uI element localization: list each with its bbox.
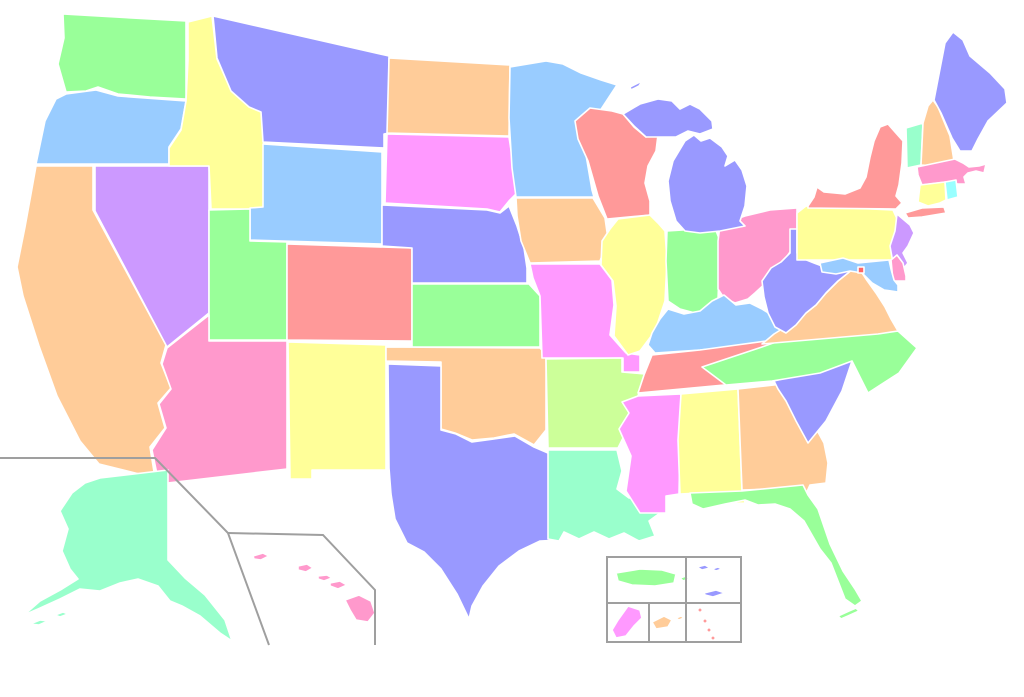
territory-guam [611,605,643,639]
state-south-carolina [773,360,853,444]
state-new-mexico [287,341,387,480]
state-colorado [286,243,413,342]
territory-us-virgin-islands [696,564,726,598]
state-oregon [35,89,187,165]
state-iowa [515,197,609,264]
state-rhode-island [944,179,959,201]
state-louisiana [547,449,661,542]
territory-american-samoa [651,615,685,630]
state-missouri [529,263,641,373]
hawaii-inset-divider [227,532,376,645]
state-kansas [411,283,541,348]
states-layer [16,13,1008,642]
state-district-of-columbia [857,266,865,274]
state-illinois [600,214,668,356]
state-pennsylvania [796,205,900,261]
state-florida [689,484,863,620]
state-connecticut [917,181,947,207]
state-washington [57,13,187,100]
state-nebraska [381,204,528,284]
state-new-york [807,123,947,219]
state-texas [387,363,562,620]
state-alabama [677,388,746,505]
state-north-dakota [386,57,511,137]
inset-borders-layer [0,457,742,646]
state-wisconsin [574,107,659,220]
state-hawaii [252,552,376,623]
state-michigan [622,80,748,234]
inset-box-northern-mariana-islands [685,602,742,643]
state-wyoming [249,143,383,245]
state-alaska [23,469,233,642]
state-maryland [819,257,899,293]
state-maine [933,31,1008,152]
alaska-inset-divider [0,457,270,646]
state-south-dakota [384,133,518,213]
state-arizona [151,314,288,485]
territory-northern-mariana-islands [696,606,717,642]
territory-puerto-rico [615,568,690,587]
